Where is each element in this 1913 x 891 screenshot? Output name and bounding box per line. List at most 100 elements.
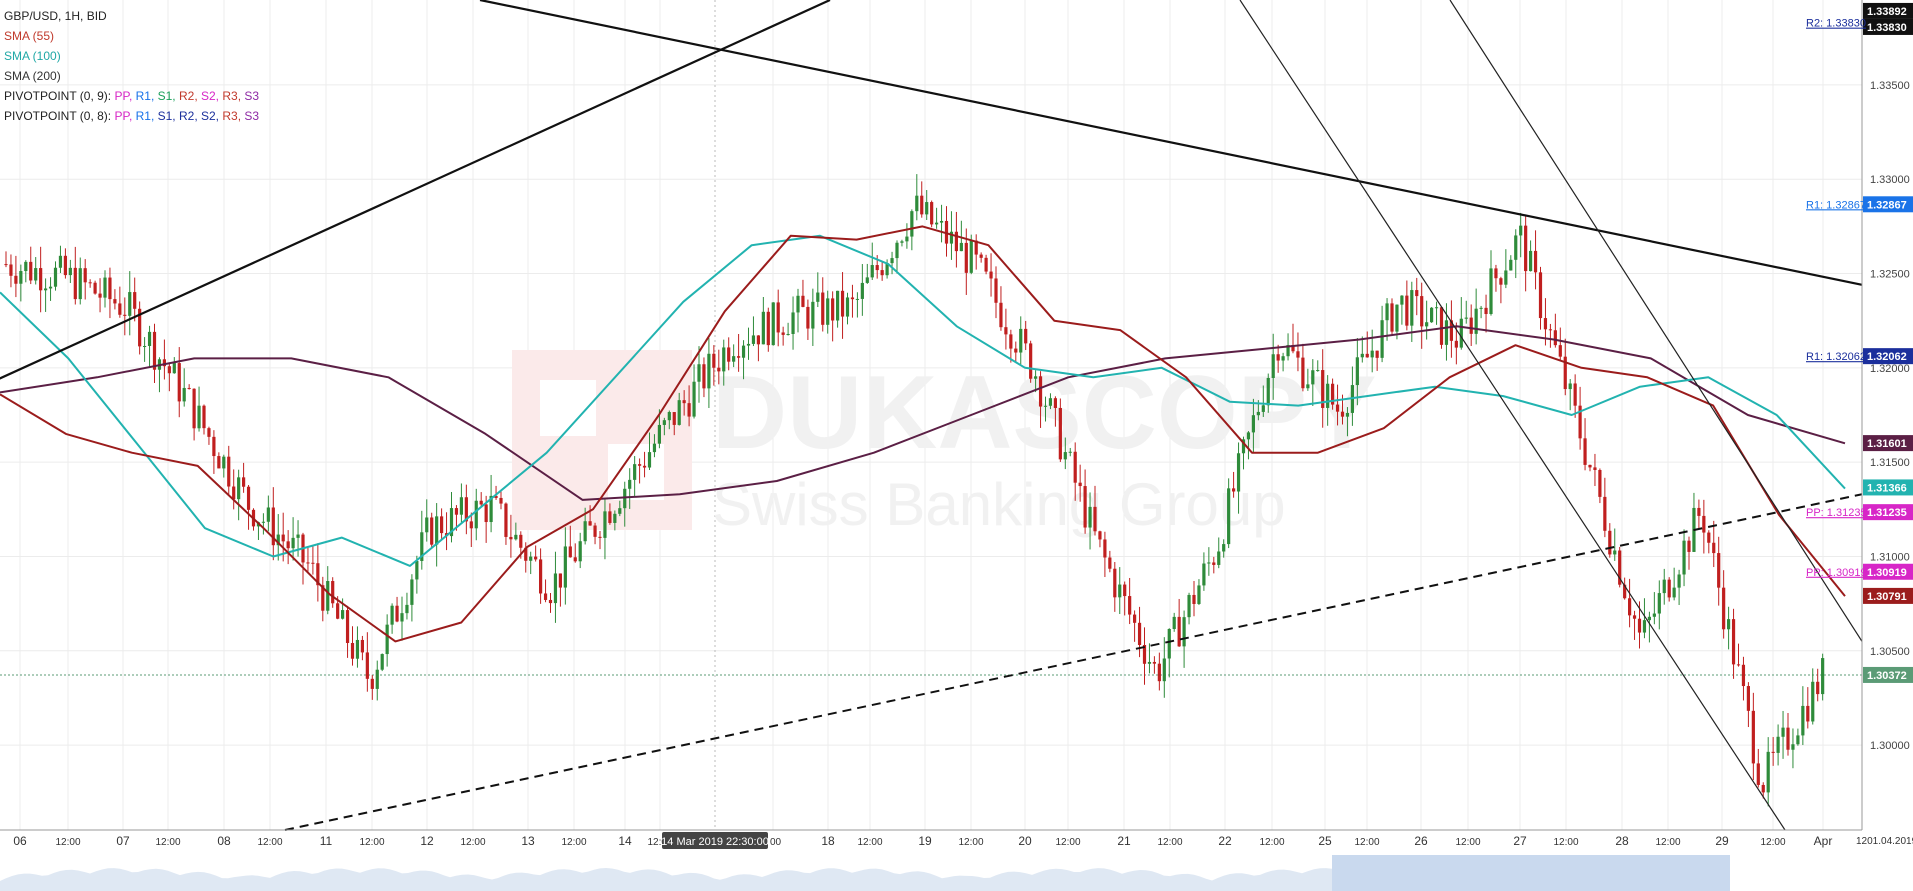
candle [138,301,142,355]
candle [534,545,538,562]
legend-pivot-9[interactable]: PIVOTPOINT (0, 9): PP, R1, S1, R2, S2, R… [4,86,259,106]
candle [1296,332,1300,372]
candle [553,551,558,623]
time-tick-label: 26 [1414,834,1428,848]
candle [1405,280,1409,331]
legend-pivot-8-item: S3 [241,109,260,123]
legend-sma200[interactable]: SMA (200) [4,69,61,83]
candle [900,239,904,247]
candle [905,223,909,249]
svg-text:1.32062: 1.32062 [1867,351,1907,363]
candle [746,327,751,360]
candle [53,261,58,291]
candle [217,452,221,469]
candle [375,660,379,701]
price-badge: 1.33830 [1863,18,1913,35]
candle [48,277,53,301]
candle [1583,418,1587,471]
candle [568,525,572,558]
time-axis: 06 12:00 07 12:00 08 12:00 11 12:00 12 12:00 13 12:… [0,829,1862,848]
volume-strip [0,855,1730,891]
price-badge: 1.30791 [1863,587,1913,604]
candle [1821,653,1825,701]
candle [821,277,825,332]
candle [647,432,652,470]
candle [1707,530,1711,554]
time-tick-label: 28 [1615,834,1629,848]
price-axis: 1.30000 1.30500 1.31000 1.31500 1.32000 1.325… [1861,0,1910,830]
candle [1449,300,1453,358]
candle [707,338,711,408]
legend-pivot-8-prefix: PIVOTPOINT (0, 8): [4,109,112,123]
candle [1385,298,1389,341]
candle [1014,341,1018,363]
candle [1053,396,1057,427]
candle [895,240,899,274]
candle [1479,305,1483,319]
candle [1712,520,1716,568]
legend-symbol: GBP/USD, 1H, BID [4,9,107,23]
candle [276,514,280,561]
candle [1746,682,1750,728]
candle [1494,264,1498,292]
candle [1355,338,1359,406]
trendline-dashed [284,493,1863,831]
candle [1430,307,1434,323]
candle [1167,628,1171,678]
legend-pivot-8[interactable]: PIVOTPOINT (0, 8): PP, R1, S1, R2, S2, R… [4,106,259,126]
svg-text:1.31235: 1.31235 [1867,507,1907,519]
candle [4,251,8,268]
time-tick-label: 18 [821,834,835,848]
legend-pivot-8-item: S1, [154,109,176,123]
candle [331,577,335,608]
candle [24,260,28,283]
candle [1425,300,1429,340]
candle [222,454,226,478]
candle [509,514,513,558]
candle [1647,611,1651,643]
time-tick-label: 12:00 [155,837,180,848]
legend-sma100[interactable]: SMA (100) [4,49,61,63]
candle [1063,437,1067,470]
candle [370,675,374,700]
candle [593,522,597,545]
time-tick-label: 29 [1715,834,1729,848]
candle [1741,656,1746,701]
legend-sma55[interactable]: SMA (55) [4,29,55,43]
candle [1459,297,1463,350]
candle [1157,652,1161,691]
candle [1786,712,1790,756]
candle [1113,562,1117,612]
sma55-line [0,225,1846,643]
time-tick-label: 12:00 [1157,837,1182,848]
candle [1736,643,1741,667]
candle [1524,214,1528,292]
svg-text:1.30919: 1.30919 [1867,567,1907,579]
trendline-thin [1239,0,1786,831]
candle [573,543,577,563]
watermark: DUKASCOPY Swiss Banking Group [512,350,1377,538]
legend-pivot-9-item: R2, [175,89,198,103]
candle [380,653,384,672]
candle [172,357,176,374]
time-tick-label: 19 [918,834,932,848]
price-tick-label: 1.31000 [1870,551,1910,563]
candle [845,292,850,325]
candle [1608,523,1612,558]
candle [1251,398,1255,454]
candle [1776,724,1780,766]
candle [816,272,820,308]
crosshair-time-label: 14 Mar 2019 22:30:00 [661,832,769,849]
candle [1702,499,1706,554]
trendlines[interactable] [0,0,1863,831]
candle [246,484,251,530]
pivot-label: PP: 1.30919 [1806,567,1867,579]
candle [1162,637,1166,698]
candle [34,257,38,285]
candle [242,462,246,493]
candle [682,390,686,416]
candle [405,592,409,620]
sma100-line [0,234,1846,567]
candle [529,551,533,575]
